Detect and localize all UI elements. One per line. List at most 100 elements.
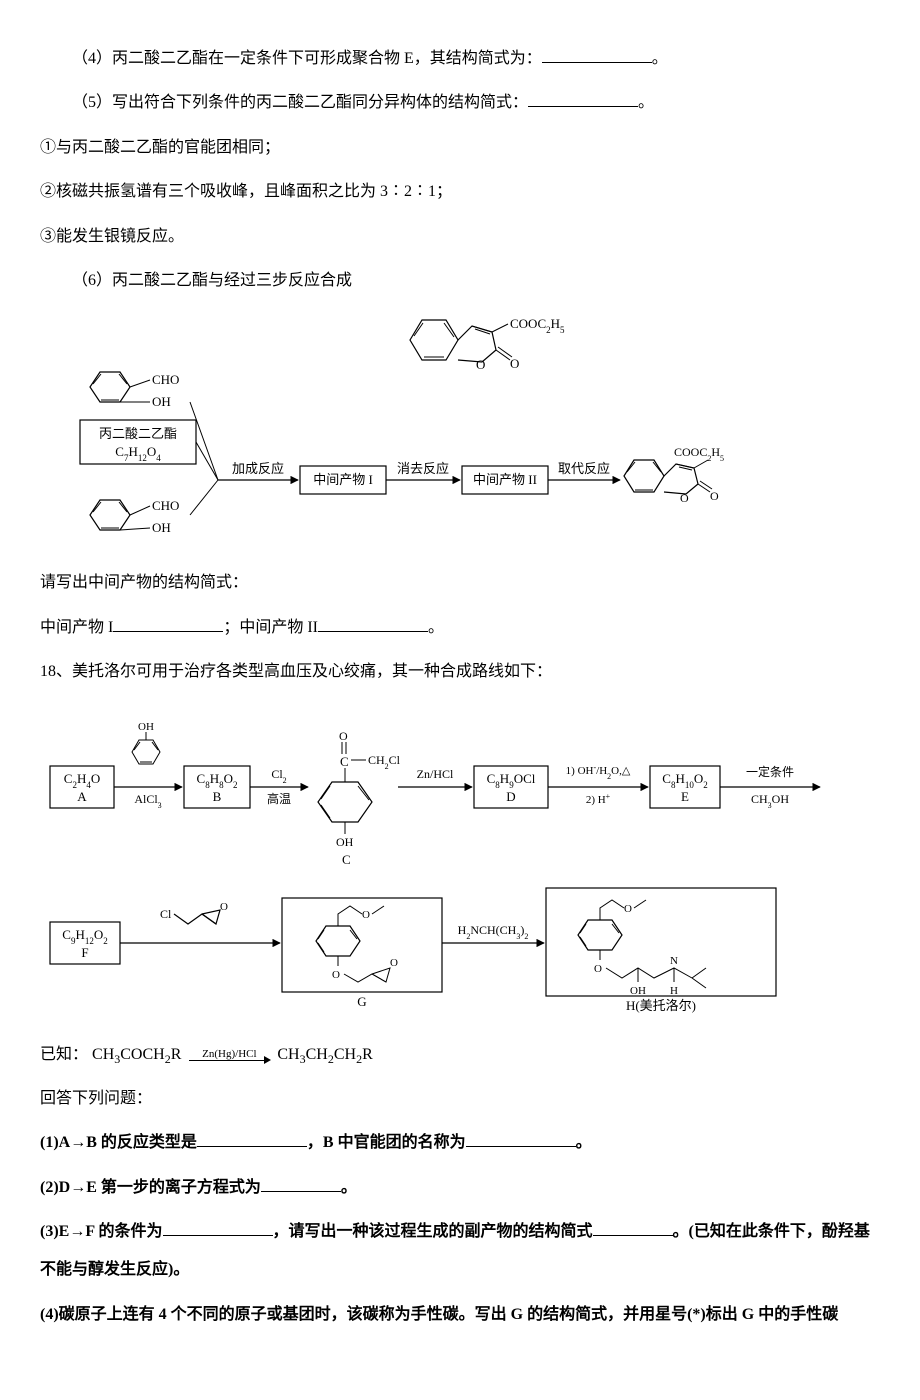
q17-diagram-svg: O O COOC2H5 CHO OH 丙二酸二乙酯 C7H12O4 CHO OH bbox=[40, 310, 740, 550]
q17-after2: 中间产物 I ；中间产物 II 。 bbox=[40, 609, 880, 647]
svg-text:一定条件: 一定条件 bbox=[746, 764, 794, 779]
svg-text:C: C bbox=[340, 754, 349, 769]
svg-text:O: O bbox=[510, 356, 519, 371]
svg-text:OH: OH bbox=[152, 520, 171, 535]
q17-p5-text: （5）写出符合下列条件的丙二酸二乙酯同分异构体的结构简式： bbox=[72, 94, 528, 111]
q18-q1-blank2 bbox=[466, 1130, 576, 1147]
q17-blank-ii bbox=[318, 615, 428, 632]
svg-text:2) H+: 2) H+ bbox=[586, 791, 611, 806]
svg-text:O: O bbox=[339, 729, 348, 743]
svg-text:O: O bbox=[594, 963, 602, 975]
q18-q1-blank1 bbox=[197, 1130, 307, 1147]
q18-q1: (1)A→B 的反应类型是 ，B 中官能团的名称为 。 bbox=[40, 1124, 880, 1162]
q18-known-lhs: CH3COCH2R bbox=[92, 1046, 181, 1063]
q17-p4-blank bbox=[542, 46, 652, 63]
q18-diagram-svg: C2H4O A OH AlCl3 C8H8O2 B Cl2 高温 OH C O bbox=[40, 702, 880, 1022]
q17-c3: ③能发生银镜反应。 bbox=[40, 218, 880, 256]
svg-text:A: A bbox=[77, 789, 87, 804]
q18-q3b: ，请写出一种该过程生成的副产物的结构简式 bbox=[273, 1223, 593, 1240]
ring-o-label: O bbox=[476, 357, 485, 372]
svg-text:OH: OH bbox=[336, 835, 354, 849]
svg-text:AlCl3: AlCl3 bbox=[134, 792, 161, 810]
q17-diagram: O O COOC2H5 CHO OH 丙二酸二乙酯 C7H12O4 CHO OH bbox=[40, 310, 880, 550]
svg-text:CH3OH: CH3OH bbox=[751, 792, 789, 810]
q18-q2a: (2)D→E 第一步的离子方程式为 bbox=[40, 1179, 261, 1196]
q18-q3: (3)E→F 的条件为，请写出一种该过程生成的副产物的结构简式。(已知在此条件下… bbox=[40, 1213, 880, 1290]
q17-after2b: ；中间产物 II bbox=[223, 619, 318, 636]
svg-text:1) OH-/H2O,△: 1) OH-/H2O,△ bbox=[566, 762, 631, 780]
coo-label: COOC2H5 bbox=[510, 316, 565, 335]
svg-text:O: O bbox=[710, 489, 719, 503]
svg-text:OH: OH bbox=[630, 985, 646, 997]
q18-known-label: 已知： bbox=[40, 1046, 88, 1063]
q18-known-arrow: Zn(Hg)/HCl bbox=[189, 1049, 269, 1061]
q17-after2a: 中间产物 I bbox=[40, 619, 113, 636]
svg-text:O: O bbox=[680, 491, 689, 505]
svg-text:CH2Cl: CH2Cl bbox=[368, 753, 401, 771]
edge-label-sub: 取代反应 bbox=[558, 461, 610, 476]
q17-after1: 请写出中间产物的结构简式： bbox=[40, 564, 880, 602]
q17-benzene-bot: CHO OH bbox=[90, 498, 179, 535]
svg-text:H2NCH(CH3)2: H2NCH(CH3)2 bbox=[458, 923, 529, 941]
q18-answer-intro: 回答下列问题： bbox=[40, 1080, 880, 1118]
svg-text:COOC2H5: COOC2H5 bbox=[674, 445, 724, 463]
intermediate1-label: 中间产物 I bbox=[313, 472, 373, 487]
epichlorohydrin-icon: Cl O bbox=[160, 901, 228, 924]
q18-q2: (2)D→E 第一步的离子方程式为 。 bbox=[40, 1169, 880, 1207]
q18-diagram: C2H4O A OH AlCl3 C8H8O2 B Cl2 高温 OH C O bbox=[40, 702, 880, 1022]
svg-text:Zn/HCl: Zn/HCl bbox=[417, 767, 454, 781]
svg-text:O: O bbox=[390, 957, 398, 969]
q18-q3-blank2 bbox=[593, 1219, 673, 1236]
q18-intro: 18、美托洛尔可用于治疗各类型高血压及心绞痛，其一种合成路线如下： bbox=[40, 653, 880, 691]
svg-text:O: O bbox=[624, 903, 632, 915]
q18-q3a: (3)E→F 的条件为 bbox=[40, 1223, 163, 1240]
svg-text:E: E bbox=[681, 789, 689, 804]
svg-text:CHO: CHO bbox=[152, 372, 179, 387]
svg-text:B: B bbox=[213, 789, 222, 804]
q17-reactant-box: 丙二酸二乙酯 C7H12O4 bbox=[80, 420, 196, 464]
q18-q1a: (1)A→B 的反应类型是 bbox=[40, 1134, 197, 1151]
svg-text:F: F bbox=[81, 945, 88, 960]
svg-text:Cl: Cl bbox=[160, 907, 172, 921]
svg-text:O: O bbox=[220, 901, 228, 913]
q18-known-rhs: CH3CH2CH2R bbox=[277, 1046, 372, 1063]
q17-c1: ①与丙二酸二乙酯的官能团相同； bbox=[40, 129, 880, 167]
q17-p5-blank bbox=[528, 90, 638, 107]
svg-text:丙二酸二乙酯: 丙二酸二乙酯 bbox=[99, 426, 177, 441]
svg-text:G: G bbox=[357, 994, 366, 1009]
q18-q2-blank bbox=[261, 1175, 341, 1192]
svg-text:OH: OH bbox=[138, 721, 154, 733]
q17-p4-text: （4）丙二酸二乙酯在一定条件下可形成聚合物 E，其结构简式为： bbox=[72, 50, 542, 67]
q17-p5-end: 。 bbox=[638, 94, 654, 111]
q18-q2b: 。 bbox=[341, 1179, 357, 1196]
q17-after2c: 。 bbox=[428, 619, 444, 636]
svg-text:高温: 高温 bbox=[267, 791, 291, 806]
svg-text:Cl2: Cl2 bbox=[271, 767, 286, 785]
svg-text:C: C bbox=[342, 852, 351, 867]
edge-label-addition: 加成反应 bbox=[232, 461, 284, 476]
svg-text:D: D bbox=[506, 789, 515, 804]
edge-label-elim: 消去反应 bbox=[397, 461, 449, 476]
q17-p5: （5）写出符合下列条件的丙二酸二乙酯同分异构体的结构简式： 。 bbox=[40, 84, 880, 122]
q18-q3-blank1 bbox=[163, 1219, 273, 1236]
q18-q1b: ，B 中官能团的名称为 bbox=[307, 1134, 466, 1151]
q17-benzene-top: CHO OH bbox=[90, 372, 179, 409]
svg-text:O: O bbox=[332, 969, 340, 981]
q17-c2: ②核磁共振氢谱有三个吸收峰，且峰面积之比为 3∶2∶1； bbox=[40, 173, 880, 211]
svg-text:H(美托洛尔): H(美托洛尔) bbox=[626, 998, 696, 1013]
q17-p4-end: 。 bbox=[652, 50, 668, 67]
svg-text:CHO: CHO bbox=[152, 498, 179, 513]
q18-q1c: 。 bbox=[576, 1134, 592, 1151]
q17-p4: （4）丙二酸二乙酯在一定条件下可形成聚合物 E，其结构简式为： 。 bbox=[40, 40, 880, 78]
q17-target-molecule: O O COOC2H5 bbox=[410, 316, 565, 372]
intermediate2-label: 中间产物 II bbox=[473, 472, 537, 487]
q17-p6: （6）丙二酸二乙酯与经过三步反应合成 bbox=[40, 262, 880, 300]
q17-final-product: O O COOC2H5 bbox=[624, 445, 724, 505]
svg-text:H: H bbox=[670, 985, 678, 997]
svg-text:N: N bbox=[670, 955, 678, 967]
q18-known: 已知： CH3COCH2R Zn(Hg)/HCl CH3CH2CH2R bbox=[40, 1036, 880, 1074]
molecule-c: OH C O CH2Cl C bbox=[318, 729, 401, 867]
q17-blank-i bbox=[113, 615, 223, 632]
svg-text:O: O bbox=[362, 909, 370, 921]
svg-text:OH: OH bbox=[152, 394, 171, 409]
